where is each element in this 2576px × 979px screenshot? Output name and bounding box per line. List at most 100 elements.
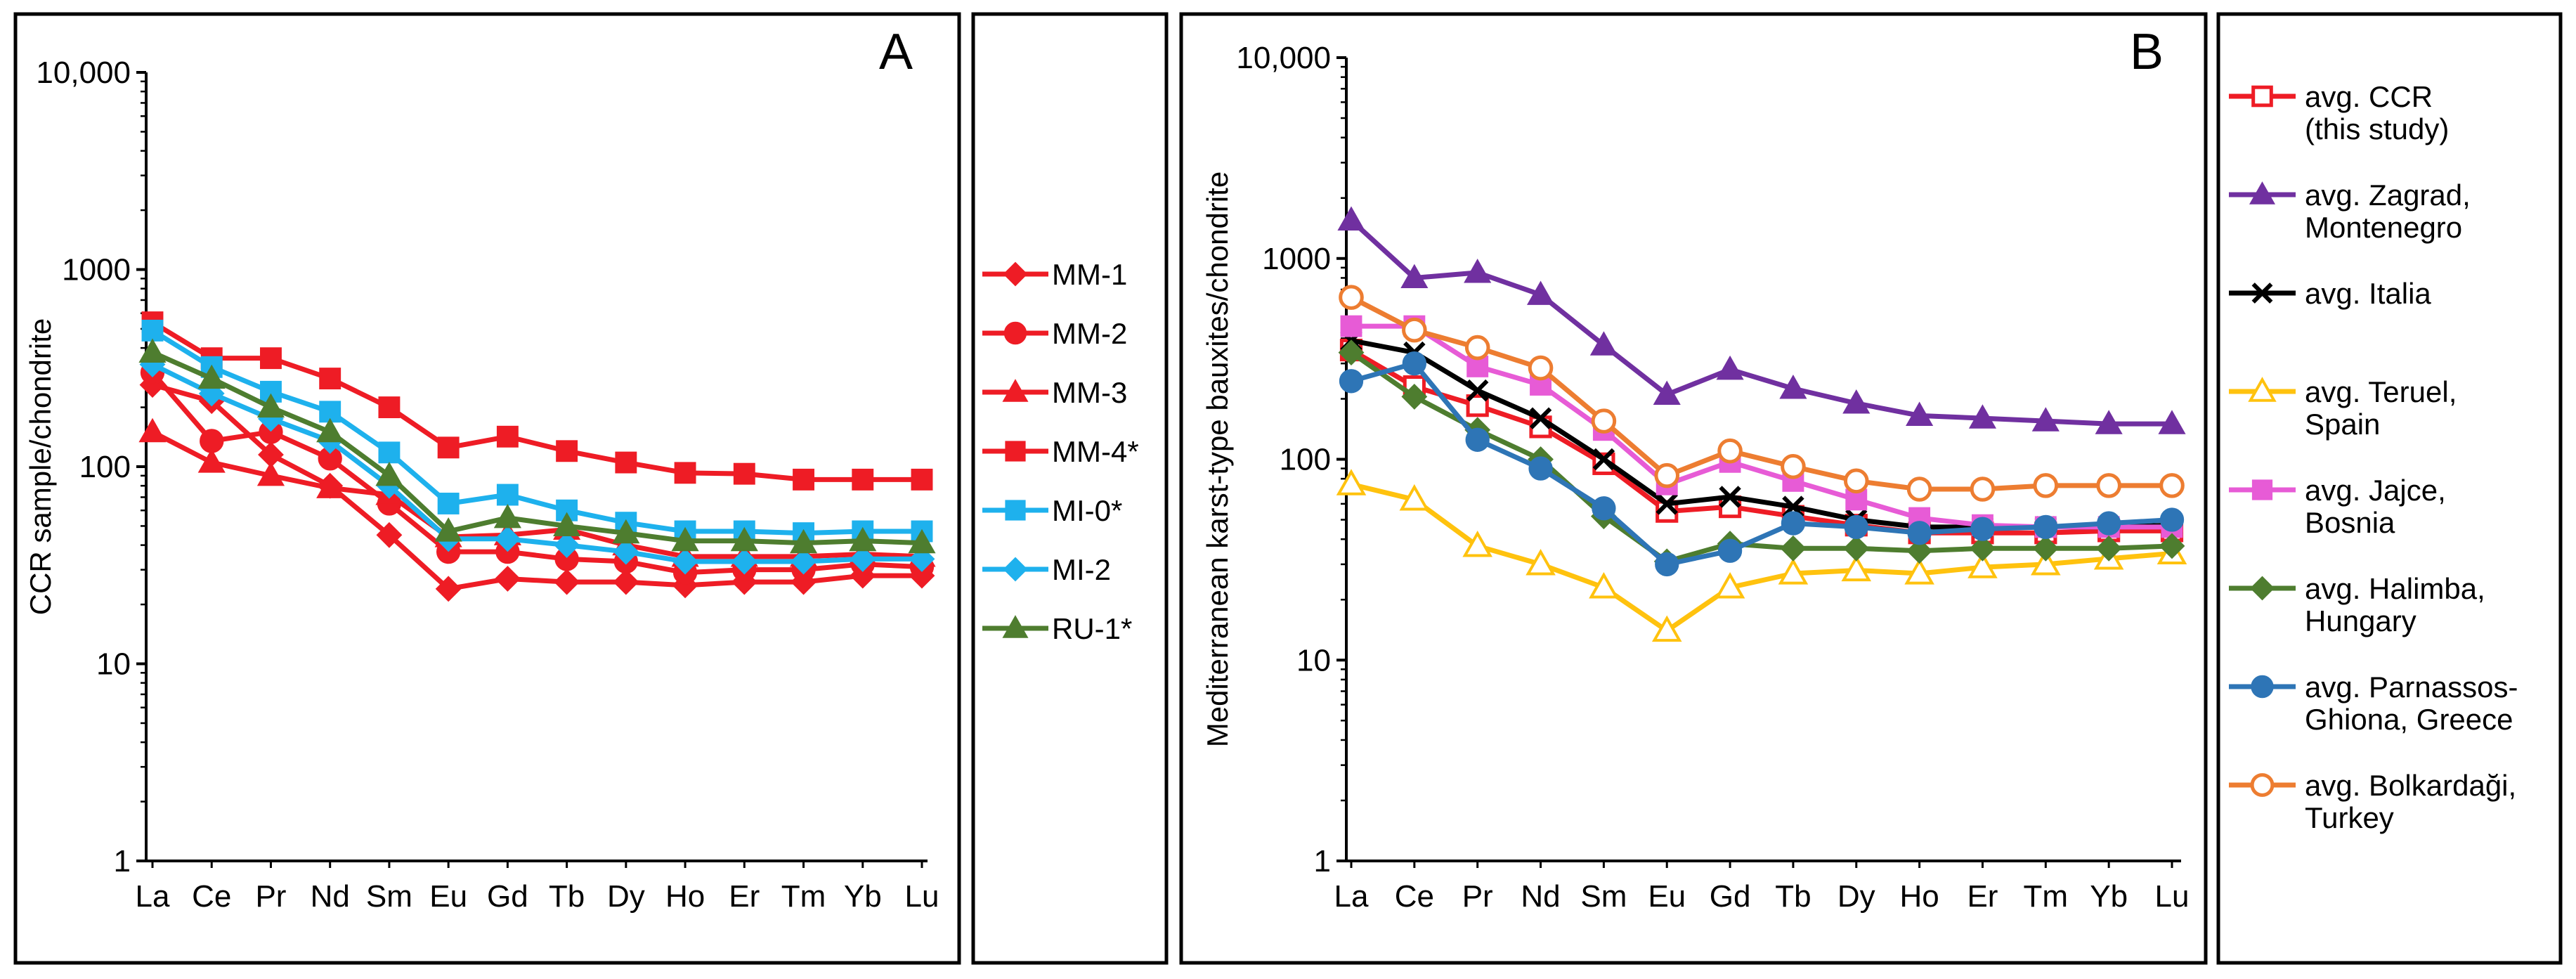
data-point-mm-3 (138, 417, 167, 443)
legend-marker-mi-2 (1003, 557, 1028, 582)
legend-marker-mm-1 (1003, 261, 1028, 287)
y-axis-label: CCR sample/chondrite (24, 318, 57, 616)
data-point-mm-4 (319, 368, 341, 390)
data-point-avg-bolkarda-i-turkey (1339, 285, 1364, 310)
x-tick-label: Eu (429, 879, 467, 914)
data-point-avg-zagrad-montenegro (1716, 355, 1744, 380)
data-point-avg-bolkarda-i-turkey (1528, 355, 1554, 381)
data-point-avg-halimba-hungary (1970, 535, 1996, 562)
data-point-avg-zagrad-montenegro (1400, 264, 1429, 289)
legend-item-mm-1: MM-1 (982, 258, 1127, 291)
x-tick-label: La (1334, 879, 1369, 914)
data-point-avg-parnassos-ghiona-greece (2159, 507, 2185, 532)
data-point-avg-bolkarda-i-turkey (1970, 476, 1996, 502)
data-point-avg-zagrad-montenegro (1337, 206, 1365, 231)
data-point-avg-teruel-spain (1715, 571, 1745, 599)
x-tick-label: Nd (1521, 879, 1560, 914)
legend-label: Hungary (2305, 604, 2416, 637)
y-tick-label: 100 (1280, 443, 1331, 477)
legend-label: Spain (2305, 408, 2380, 441)
legend-item-avg-ccr-this-study: avg. CCR(this study) (2229, 80, 2449, 145)
legend-label: MM-2 (1052, 317, 1127, 350)
data-point-avg-zagrad-montenegro (2031, 407, 2060, 432)
data-point-avg-halimba-hungary (1843, 535, 1870, 562)
legend-label: avg. Jajce, (2305, 474, 2446, 507)
data-point-avg-bolkarda-i-turkey (1843, 468, 1869, 494)
data-point-mm-4 (615, 451, 637, 474)
legend-label: avg. CCR (2305, 80, 2433, 113)
data-point-avg-teruel-spain (1651, 615, 1682, 642)
data-point-avg-parnassos-ghiona-greece (1592, 496, 1616, 521)
x-tick-label: Lu (2155, 879, 2190, 914)
x-tick-label: Tb (1775, 879, 1811, 914)
legend-label: MM-4* (1052, 435, 1139, 468)
data-point-ru-1 (375, 461, 403, 486)
x-tick-label: Pr (1462, 879, 1493, 914)
data-point-ru-1 (316, 417, 344, 443)
legend-item-avg-italia: avg. Italia (2229, 277, 2431, 310)
data-point-avg-teruel-spain (1904, 558, 1934, 585)
legend-item-mm-4: MM-4* (982, 435, 1139, 468)
series-line-avg-zagrad-montenegro (1349, 218, 2172, 427)
data-point-mm-4 (437, 436, 460, 459)
data-point-avg-zagrad-montenegro (2095, 410, 2123, 434)
series-mm-4 (141, 311, 933, 491)
panel-label: A (879, 24, 913, 80)
data-point-mm-1 (554, 569, 580, 595)
data-point-avg-zagrad-montenegro (1464, 259, 1492, 283)
panel-a-legend-frame (971, 12, 1169, 965)
data-point-avg-zagrad-montenegro (2158, 410, 2186, 434)
data-point-avg-bolkarda-i-turkey (1781, 454, 1806, 479)
y-axis-label: Mediterranean karst-type bauxites/chondr… (1201, 171, 1234, 747)
data-point-avg-zagrad-montenegro (1589, 331, 1618, 356)
data-point-avg-italia (1529, 407, 1552, 429)
data-point-avg-teruel-spain (1526, 549, 1556, 576)
series-line-avg-teruel-spain (1351, 481, 2173, 633)
legend-item-mi-2: MI-2 (982, 553, 1111, 586)
legend-item-mi-0: MI-0* (982, 494, 1122, 527)
legend-item-mm-2: MM-2 (982, 317, 1127, 350)
x-tick-label: Sm (366, 879, 412, 914)
data-point-mi-2 (494, 526, 521, 552)
data-point-mi-2 (731, 548, 757, 575)
x-tick-label: Tm (781, 879, 826, 914)
legend-marker-mm-2 (1003, 321, 1027, 345)
y-tick-label: 100 (79, 450, 131, 484)
x-tick-label: Ho (665, 879, 705, 914)
x-tick-label: Er (1967, 879, 1998, 914)
data-point-ru-1 (612, 519, 640, 544)
y-tick-label: 1000 (1262, 242, 1331, 276)
legend-item-mm-3: MM-3 (982, 376, 1127, 409)
data-point-mm-4 (260, 347, 282, 370)
x-tick-label: Gd (1710, 879, 1751, 914)
data-point-avg-halimba-hungary (2095, 535, 2122, 562)
data-point-ru-1 (138, 338, 167, 363)
data-point-ru-1 (256, 393, 285, 418)
series-mi-0 (141, 319, 933, 545)
x-tick-label: Nd (311, 879, 350, 914)
y-tick-label: 10 (96, 647, 131, 682)
panel-label: B (2130, 24, 2164, 80)
legend-marker-avg-ccr-this-study (2251, 85, 2273, 108)
data-point-ru-1 (671, 526, 699, 552)
data-point-avg-bolkarda-i-turkey (1906, 476, 1932, 502)
x-tick-label: Ho (1899, 879, 1939, 914)
y-tick-label: 10 (1296, 643, 1331, 677)
data-point-avg-halimba-hungary (1401, 384, 1428, 410)
y-tick-label: 10,000 (1236, 41, 1331, 75)
data-point-avg-zagrad-montenegro (1842, 389, 1871, 414)
legend-label: Ghiona, Greece (2305, 703, 2513, 736)
data-point-avg-parnassos-ghiona-greece (1844, 514, 1868, 540)
data-point-avg-teruel-spain (1589, 571, 1619, 599)
data-point-mm-3 (316, 474, 344, 498)
panel-a-chart: 1 10 100 1000 10,000 La Ce Pr Nd Sm Eu Gd Tb Dy Ho Er Tm… (24, 24, 939, 914)
x-tick-label: Dy (1837, 879, 1875, 914)
legend-label: MI-0* (1052, 494, 1122, 527)
data-point-avg-teruel-spain (1778, 558, 1809, 585)
data-point-avg-bolkarda-i-turkey (1654, 462, 1680, 488)
data-point-mm-3 (256, 461, 285, 486)
panel-a-legend: MM-1 MM-2 MM-3 MM-4* MI-0* MI-2 RU-1* (982, 258, 1139, 645)
data-point-mm-4 (496, 425, 519, 448)
legend-label: (this study) (2305, 112, 2449, 145)
data-point-avg-parnassos-ghiona-greece (1781, 511, 1806, 536)
